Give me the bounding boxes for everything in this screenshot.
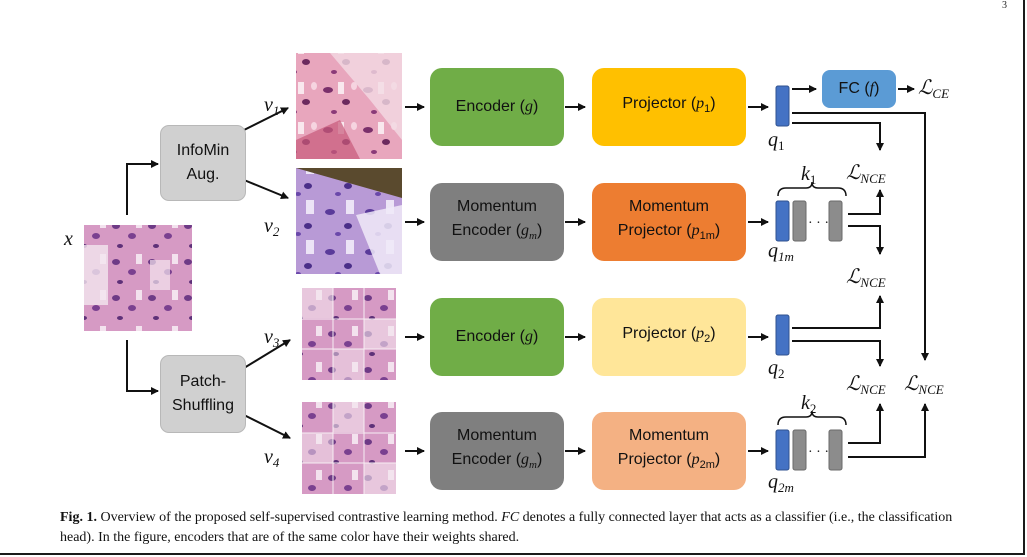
- label-q2m: q2m: [768, 471, 794, 495]
- infomin-line2: Aug.: [186, 166, 220, 183]
- patch-line2: Shuffling: [172, 397, 234, 414]
- loss-nce-4: ℒNCE: [904, 373, 944, 397]
- label-k1: k1: [801, 163, 817, 187]
- q1-vector: [775, 85, 790, 127]
- encoder-g-1: Encoder (g): [430, 68, 564, 146]
- label-v2: v2: [264, 215, 280, 239]
- k1-vector-b: [828, 200, 843, 242]
- figure-caption: Fig. 1. Overview of the proposed self-su…: [60, 510, 953, 545]
- q2m-vector: [775, 429, 790, 471]
- projector-p2: Projector (p2): [592, 298, 746, 376]
- label-q1m: q1m: [768, 240, 794, 264]
- patch-line1: Patch-: [179, 373, 227, 390]
- q2-vector: [775, 314, 790, 356]
- page-number: 3: [1002, 0, 1007, 11]
- label-v1: v1: [264, 94, 280, 118]
- projector-p1: Projector (p1): [592, 68, 746, 146]
- patch-shuffling-box: Patch- Shuffling: [160, 355, 246, 433]
- projector-p2m: Momentum Projector (p2m): [592, 412, 746, 490]
- loss-nce-1: ℒNCE: [846, 162, 886, 186]
- infomin-line1: InfoMin: [176, 142, 230, 159]
- loss-nce-2: ℒNCE: [846, 266, 886, 290]
- caption-fig-label: Fig. 1.: [60, 510, 97, 525]
- momentum-encoder-2: Momentum Encoder (gm): [430, 412, 564, 490]
- fc-classifier-box: FC (f): [822, 70, 896, 108]
- k2-vector-b: [828, 429, 843, 471]
- label-q1: q1: [768, 129, 785, 153]
- label-q2: q2: [768, 357, 785, 381]
- encoder-g-2: Encoder (g): [430, 298, 564, 376]
- label-x: x: [64, 228, 73, 250]
- label-v3: v3: [264, 326, 280, 350]
- k1-vector-a: [792, 200, 807, 242]
- label-k2: k2: [801, 392, 817, 416]
- projector-p1m: Momentum Projector (p1m): [592, 183, 746, 261]
- k1-dots: · · ·: [808, 216, 829, 231]
- loss-ce: ℒCE: [918, 77, 950, 101]
- momentum-encoder-1: Momentum Encoder (gm): [430, 183, 564, 261]
- loss-nce-3: ℒNCE: [846, 373, 886, 397]
- label-v4: v4: [264, 446, 280, 470]
- k2-vector-a: [792, 429, 807, 471]
- infomin-aug-box: InfoMin Aug.: [160, 125, 246, 201]
- k2-dots: · · ·: [808, 445, 829, 460]
- q1m-vector: [775, 200, 790, 242]
